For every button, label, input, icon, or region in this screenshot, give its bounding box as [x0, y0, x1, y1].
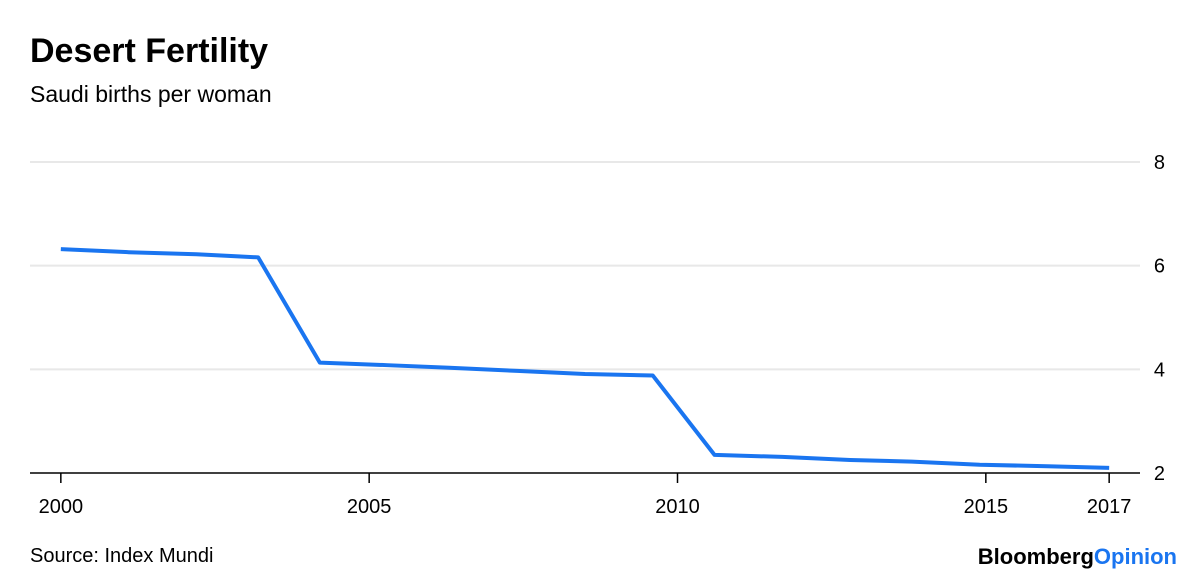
brand-main: Bloomberg	[978, 544, 1094, 569]
brand: BloombergOpinion	[978, 544, 1177, 569]
x-tick-label: 2015	[964, 496, 1009, 518]
y-tick-label: 2	[1154, 463, 1165, 485]
y-tick-label: 4	[1154, 359, 1165, 381]
x-tick-label: 2010	[655, 496, 700, 518]
source: Source: Index Mundi	[30, 545, 213, 567]
y-tick-label: 6	[1154, 256, 1165, 278]
x-tick-label: 2000	[39, 496, 84, 518]
data-line	[60, 247, 1110, 470]
x-tick-label: 2005	[347, 496, 392, 518]
brand-accent: Opinion	[1094, 544, 1177, 569]
chart-subtitle: Saudi births per woman	[30, 81, 272, 107]
chart-title: Desert Fertility	[30, 32, 268, 70]
y-tick-label: 8	[1154, 152, 1165, 174]
x-tick-label: 2017	[1087, 496, 1132, 518]
